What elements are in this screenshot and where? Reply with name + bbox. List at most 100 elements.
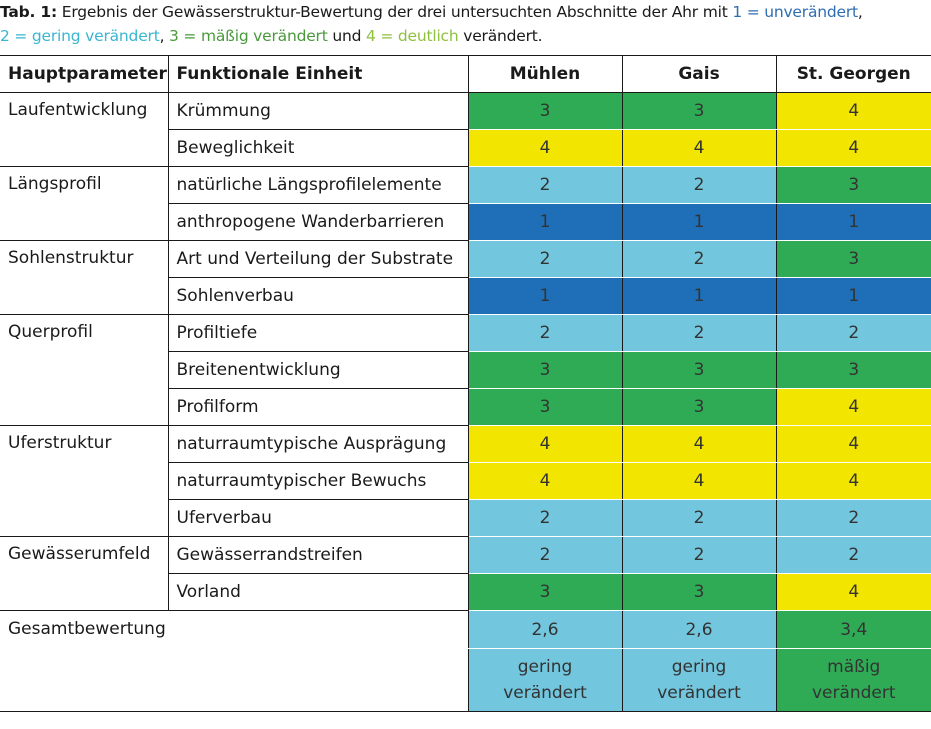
hauptparameter-cell: Laufentwicklung (0, 92, 168, 167)
table-row: Sohlenstruktur Art und Verteilung der Sub… (0, 240, 931, 315)
score-cell-muehlen: 1 (467, 277, 622, 315)
caption-sep: , (857, 3, 863, 21)
funktionale-einheit-cell: Uferverbau (167, 499, 468, 537)
total-score-st-georgen: 3,4 (775, 610, 931, 649)
verbal-line-1: gering (671, 657, 727, 677)
legend-2: 2 = gering verändert (0, 27, 160, 45)
caption-label: Tab. 1: (0, 3, 57, 21)
score-cell-muehlen: 3 (467, 351, 622, 389)
total-label: Gesamtbewertung (0, 610, 468, 712)
hauptparameter-cell: Querprofil (0, 314, 168, 426)
score-cell-muehlen: 2 (467, 166, 622, 204)
score-cell-muehlen: 2 (467, 536, 622, 574)
verbal-line-2: verändert (811, 683, 896, 703)
verbal-line-1: gering (517, 657, 573, 677)
score-cell-muehlen: 2 (467, 499, 622, 537)
table-row: Uferverbau 2 2 2 (0, 499, 931, 537)
verbal-line-2: verändert (503, 683, 587, 703)
score-cell-gais: 3 (621, 92, 776, 130)
funktionale-einheit-cell: Sohlenverbau (167, 277, 468, 315)
header-st-georgen: St. Georgen (775, 55, 931, 93)
score-cell-st-georgen: 4 (775, 129, 931, 167)
total-verbal-st-georgen: mäßig verändert (775, 648, 931, 712)
caption-text-end: verändert. (458, 27, 543, 45)
legend-1: 1 = unverändert (732, 3, 858, 21)
hauptparameter-cell: Längsprofil (0, 166, 168, 241)
score-cell-muehlen: 4 (467, 425, 622, 463)
funktionale-einheit-cell: Profiltiefe (167, 314, 468, 352)
score-cell-st-georgen: 3 (775, 166, 931, 204)
score-cell-gais: 2 (621, 240, 776, 278)
funktionale-einheit-cell: natürliche Längsprofilelemente (167, 166, 468, 204)
score-cell-st-georgen: 4 (775, 388, 931, 426)
score-cell-muehlen: 2 (467, 240, 622, 278)
table-body: Laufentwicklung Krümmung 3 3 4 Beweglichkeit 4… (0, 92, 931, 712)
verbal-line-2: verändert (657, 683, 741, 703)
total-verbal-muehlen: gering verändert (467, 648, 622, 712)
score-cell-st-georgen: 2 (775, 314, 931, 352)
score-cell-st-georgen: 3 (775, 351, 931, 389)
score-cell-muehlen: 3 (467, 573, 622, 611)
table-row: Uferstruktur naturraumtypische Ausprägung… (0, 425, 931, 537)
table-row: anthropogene Wanderbarrieren 1 1 1 (0, 203, 931, 241)
table-row: Beweglichkeit 4 4 4 (0, 129, 931, 167)
score-cell-gais: 3 (621, 351, 776, 389)
table-row: Längsprofil natürliche Längsprofilelement… (0, 166, 931, 241)
score-cell-muehlen: 3 (467, 92, 622, 130)
score-cell-muehlen: 4 (467, 462, 622, 500)
score-cell-gais: 3 (621, 573, 776, 611)
funktionale-einheit-cell: anthropogene Wanderbarrieren (167, 203, 468, 241)
hauptparameter-cell: Gewässerumfeld (0, 536, 168, 611)
score-cell-gais: 3 (621, 388, 776, 426)
score-cell-muehlen: 3 (467, 388, 622, 426)
total-score-muehlen: 2,6 (467, 610, 622, 649)
legend-4: 4 = deutlich (365, 27, 459, 45)
table-caption: Tab. 1: Ergebnis der Gewässerstruktur-Be… (0, 0, 931, 48)
funktionale-einheit-cell: naturraumtypischer Bewuchs (167, 462, 468, 500)
table-row: Gewässerumfeld Gewässerrandstreifen 2 2 2 (0, 536, 931, 611)
funktionale-einheit-cell: naturraumtypische Ausprägung (167, 425, 468, 463)
score-cell-muehlen: 1 (467, 203, 622, 241)
hauptparameter-cell: Sohlenstruktur (0, 240, 168, 315)
score-cell-gais: 4 (621, 462, 776, 500)
score-cell-st-georgen: 4 (775, 92, 931, 130)
table-row: Vorland 3 3 4 (0, 573, 931, 611)
score-cell-gais: 4 (621, 129, 776, 167)
caption-sep: und (327, 27, 366, 45)
score-cell-gais: 4 (621, 425, 776, 463)
score-cell-st-georgen: 1 (775, 203, 931, 241)
funktionale-einheit-cell: Art und Verteilung der Substrate (167, 240, 468, 278)
table-row: Breitenentwicklung 3 3 3 (0, 351, 931, 389)
score-cell-gais: 2 (621, 536, 776, 574)
header-funktionale-einheit: Funktionale Einheit (167, 55, 468, 93)
caption-line-2: 2 = gering verändert, 3 = mäßig veränder… (0, 24, 931, 48)
caption-line-1: Tab. 1: Ergebnis der Gewässerstruktur-Be… (0, 0, 931, 24)
total-verbal-gais: gering verändert (621, 648, 776, 712)
score-cell-st-georgen: 3 (775, 240, 931, 278)
hauptparameter-cell: Uferstruktur (0, 425, 168, 537)
header-row: Hauptparameter Funktionale Einheit Mühle… (0, 55, 931, 93)
funktionale-einheit-cell: Profilform (167, 388, 468, 426)
total-verbal-row: gering verändert gering verändert mäßig verän… (0, 648, 931, 712)
funktionale-einheit-cell: Gewässerrandstreifen (167, 536, 468, 574)
table-row: naturraumtypischer Bewuchs 4 4 4 (0, 462, 931, 500)
table-row: Laufentwicklung Krümmung 3 3 4 (0, 92, 931, 167)
legend-3: 3 = mäßig verändert (169, 27, 328, 45)
total-score-gais: 2,6 (621, 610, 776, 649)
score-cell-st-georgen: 1 (775, 277, 931, 315)
verbal-line-1: mäßig (827, 657, 881, 677)
score-cell-st-georgen: 2 (775, 499, 931, 537)
score-cell-muehlen: 4 (467, 129, 622, 167)
score-cell-gais: 1 (621, 277, 776, 315)
caption-text: Ergebnis der Gewässerstruktur-Bewertung … (57, 3, 733, 21)
funktionale-einheit-cell: Krümmung (167, 92, 468, 130)
score-cell-muehlen: 2 (467, 314, 622, 352)
funktionale-einheit-cell: Beweglichkeit (167, 129, 468, 167)
table-row: Querprofil Profiltiefe 2 2 2 (0, 314, 931, 426)
score-cell-st-georgen: 4 (775, 425, 931, 463)
caption-sep: , (159, 27, 170, 45)
table-row: Sohlenverbau 1 1 1 (0, 277, 931, 315)
total-row: Gesamtbewertung 2,6 2,6 3,4 (0, 610, 931, 712)
score-cell-st-georgen: 4 (775, 573, 931, 611)
score-cell-gais: 1 (621, 203, 776, 241)
